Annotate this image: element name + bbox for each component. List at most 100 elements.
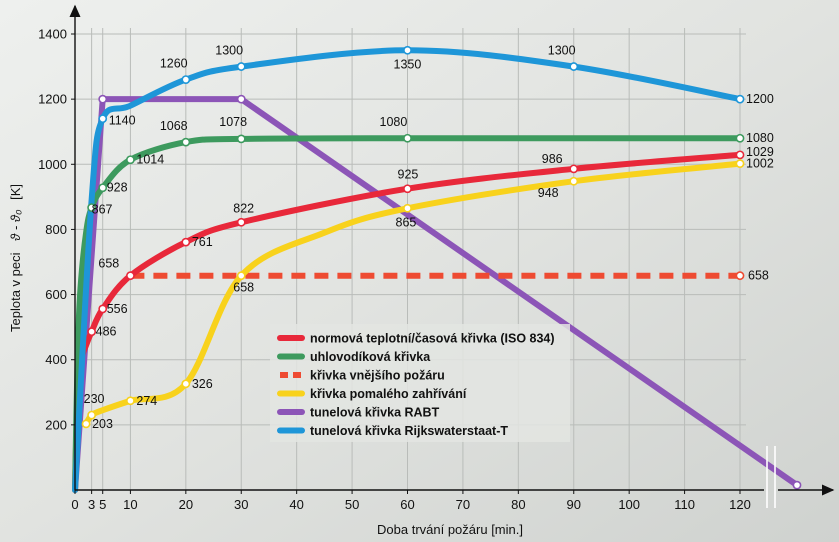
series-1-data-label-1: 928 <box>107 181 128 195</box>
series-2-marker-0 <box>735 271 745 281</box>
y-axis-title-unit: [K] <box>8 184 23 200</box>
series-3-data-label-6: 948 <box>538 186 559 200</box>
legend-label-5: tunelová křivka Rijkswaterstaat-T <box>310 424 508 438</box>
y-tick-label-800: 800 <box>45 222 67 237</box>
series-3-marker-2 <box>126 396 135 406</box>
series-3-marker-5 <box>403 203 412 213</box>
legend-label-1: uhlovodíková křivka <box>310 350 431 364</box>
series-4-marker-1 <box>236 94 246 104</box>
series-5-marker-2 <box>236 62 246 71</box>
legend-label-4: tunelová křivka RABT <box>310 406 440 420</box>
series-0-marker-1 <box>98 304 108 314</box>
data-labels: 658 486 556 658 761 822 925 986 1029 203 230 274 326… <box>84 44 774 431</box>
x-tick-label-90: 90 <box>567 497 581 512</box>
y-tick-label-200: 200 <box>45 417 67 432</box>
series-1-marker-1 <box>98 183 108 193</box>
series-1-marker-3 <box>181 137 191 147</box>
y-tick-label-1400: 1400 <box>38 27 67 42</box>
y-tick-label-600: 600 <box>45 287 67 302</box>
series-line-4 <box>72 96 800 493</box>
series-1-data-label-2: 1014 <box>136 153 164 167</box>
series-1-data-label-0: 867 <box>92 203 113 217</box>
y-axis-title: Teplota v peci ϑ - ϑ₀ [K] <box>8 184 23 332</box>
x-tick-label-5: 5 <box>99 497 106 512</box>
series-1-marker-6 <box>735 133 745 143</box>
series-1-marker-2 <box>126 155 135 165</box>
series-5-data-label-2: 1300 <box>215 44 243 58</box>
series-1-data-label-5: 1080 <box>380 115 408 129</box>
series-5-marker-1 <box>181 75 191 84</box>
series-1-marker-0 <box>87 203 97 213</box>
series-5-marker-3 <box>403 45 412 55</box>
series-0-data-label-7: 1029 <box>746 145 774 159</box>
series-3-data-label-4: 658 <box>233 281 254 295</box>
series-0-data-label-6: 986 <box>542 152 563 166</box>
y-axis-title-symbol: ϑ - ϑ₀ <box>8 209 23 241</box>
series-3-data-label-3: 326 <box>192 377 213 391</box>
x-tick-label-70: 70 <box>456 497 470 512</box>
series-3-marker-0 <box>81 419 91 429</box>
series-2-data-label-0: 658 <box>748 269 769 283</box>
series-1-data-label-6: 1080 <box>746 131 774 145</box>
x-tick-label-20: 20 <box>179 497 193 512</box>
series-3-marker-4 <box>236 271 246 281</box>
series-5-marker-4 <box>569 62 579 71</box>
series-5-marker-5 <box>735 94 745 104</box>
series-0-marker-0 <box>87 327 97 337</box>
y-tick-label-400: 400 <box>45 352 67 367</box>
legend: normová teplotní/časová křivka (ISO 834)… <box>270 324 570 442</box>
x-tick-label-60: 60 <box>400 497 414 512</box>
series-4-marker-2 <box>792 480 802 490</box>
legend-label-3: křivka pomalého zahřívání <box>310 387 467 401</box>
series-3-marker-3 <box>181 379 191 389</box>
x-tick-label-100: 100 <box>618 497 640 512</box>
x-tick-label-50: 50 <box>345 497 359 512</box>
series-5-data-label-1: 1260 <box>160 57 188 71</box>
series-5-data-label-4: 1300 <box>548 44 576 58</box>
y-tick-label-1200: 1200 <box>38 92 67 107</box>
series-0-marker-5 <box>403 184 412 194</box>
series-5-data-label-0: 1140 <box>109 114 136 128</box>
legend-label-0: normová teplotní/časová křivka (ISO 834) <box>310 332 555 346</box>
series-0-marker-7 <box>735 150 745 160</box>
series-0-data-label-1: 556 <box>107 302 128 316</box>
series-0-marker-4 <box>236 217 246 227</box>
series-1-data-label-3: 1068 <box>160 119 188 133</box>
gridlines <box>75 28 746 490</box>
series-0-marker-2 <box>126 271 135 281</box>
series-3-data-label-5: 865 <box>396 215 417 229</box>
series-0-marker-3 <box>181 237 191 247</box>
x-tick-label-0: 0 <box>71 497 78 512</box>
series-5-marker-0 <box>98 114 108 124</box>
series-0-data-label-5: 925 <box>398 168 419 182</box>
series-3-data-label-2: 274 <box>136 394 157 408</box>
series-3-data-label-1: 230 <box>84 392 105 406</box>
series-4-marker-0 <box>98 94 108 104</box>
series-3-marker-6 <box>569 176 579 186</box>
series-0-data-label-3: 761 <box>192 235 213 249</box>
legend-box <box>270 324 570 442</box>
series-3-marker-7 <box>735 159 745 169</box>
x-tick-label-110: 110 <box>674 497 695 512</box>
series-5-data-label-5: 1200 <box>746 92 774 106</box>
x-tick-label-120: 120 <box>729 497 751 512</box>
x-tick-label-30: 30 <box>234 497 248 512</box>
x-tick-label-80: 80 <box>511 497 525 512</box>
series-1-marker-4 <box>236 134 246 144</box>
series-3-marker-1 <box>87 410 97 420</box>
series-0-data-label-0: 486 <box>96 325 117 339</box>
series-1-data-label-4: 1078 <box>219 115 247 129</box>
series-3-data-label-0: 203 <box>92 417 113 431</box>
x-tick-label-10: 10 <box>123 497 137 512</box>
x-axis-title: Doba trvání požáru [min.] <box>377 522 523 537</box>
legend-label-2: křivka vnějšího požáru <box>310 369 445 383</box>
series-0-data-label-2: 658 <box>98 257 119 271</box>
series-0-marker-6 <box>569 164 579 174</box>
series-1-marker-5 <box>403 133 412 143</box>
y-tick-label-1000: 1000 <box>38 157 67 172</box>
series-0-data-label-4: 822 <box>233 201 254 215</box>
series-lines <box>72 45 802 493</box>
